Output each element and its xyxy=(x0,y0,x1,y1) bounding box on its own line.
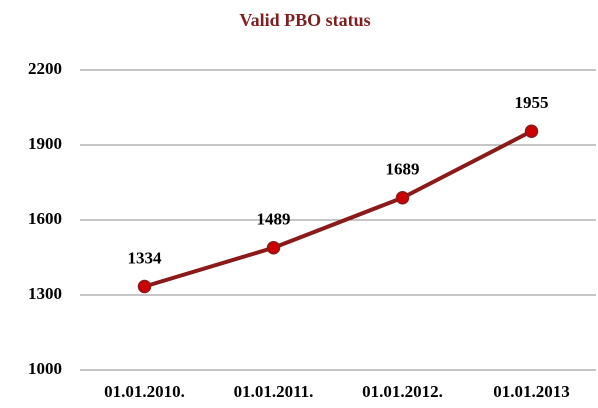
x-tick-label: 01.01.2013 xyxy=(493,382,570,401)
data-label: 1334 xyxy=(128,248,163,267)
data-line xyxy=(143,129,533,289)
data-label: 1955 xyxy=(515,93,549,112)
y-tick-label: 2200 xyxy=(28,59,62,78)
data-label: 1689 xyxy=(386,160,420,179)
x-tick-label: 01.01.2010. xyxy=(104,382,185,401)
y-tick-label: 1000 xyxy=(28,359,62,378)
data-point xyxy=(395,191,410,205)
y-tick-label: 1900 xyxy=(28,134,62,153)
data-point xyxy=(524,124,539,138)
data-point xyxy=(266,241,281,255)
data-label: 1489 xyxy=(257,210,291,229)
data-point xyxy=(137,279,152,294)
y-tick-label: 1300 xyxy=(28,284,62,303)
x-tick-label: 01.01.2011. xyxy=(234,382,314,401)
y-tick-label: 1600 xyxy=(28,209,62,228)
x-tick-label: 01.01.2012. xyxy=(362,382,443,401)
chart-title: Valid PBO status xyxy=(239,10,370,30)
